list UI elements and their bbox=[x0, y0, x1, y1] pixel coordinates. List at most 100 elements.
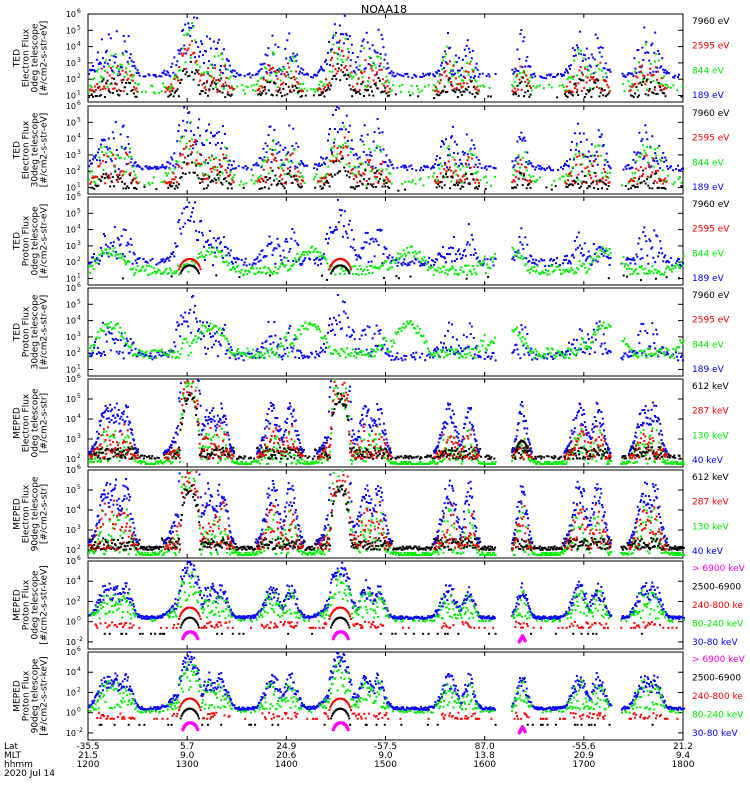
data-point bbox=[167, 95, 170, 98]
data-point bbox=[521, 139, 524, 142]
data-point bbox=[451, 75, 454, 78]
data-point bbox=[179, 227, 182, 230]
data-point bbox=[159, 350, 162, 353]
data-point bbox=[304, 356, 307, 359]
data-point bbox=[470, 80, 473, 83]
data-point bbox=[184, 311, 187, 314]
data-point bbox=[384, 185, 387, 188]
data-point bbox=[211, 79, 214, 82]
data-point bbox=[163, 86, 166, 88]
data-point bbox=[404, 180, 406, 183]
data-point bbox=[437, 94, 440, 97]
data-point bbox=[214, 156, 217, 159]
data-point bbox=[213, 246, 215, 249]
data-point bbox=[389, 71, 392, 74]
data-point bbox=[359, 180, 362, 183]
data-point bbox=[367, 261, 370, 263]
data-point bbox=[182, 119, 185, 122]
data-point bbox=[643, 149, 646, 152]
data-point bbox=[320, 65, 322, 68]
data-point bbox=[178, 356, 181, 359]
data-point bbox=[181, 323, 184, 326]
data-point bbox=[102, 173, 105, 176]
data-point bbox=[336, 70, 339, 73]
data-point bbox=[111, 328, 114, 331]
data-point bbox=[218, 242, 221, 245]
data-point bbox=[328, 40, 330, 43]
data-point bbox=[357, 90, 360, 93]
data-point bbox=[284, 335, 287, 338]
data-point bbox=[343, 272, 346, 275]
data-point bbox=[266, 271, 269, 274]
data-point bbox=[126, 153, 129, 156]
data-point bbox=[336, 172, 339, 175]
data-point bbox=[246, 347, 249, 350]
data-point bbox=[634, 176, 637, 179]
data-point bbox=[652, 165, 655, 168]
data-point bbox=[657, 177, 660, 180]
data-point bbox=[192, 260, 195, 263]
data-point bbox=[456, 250, 459, 253]
data-point bbox=[290, 237, 293, 240]
data-point bbox=[604, 62, 607, 65]
data-point bbox=[334, 68, 337, 71]
data-point bbox=[101, 87, 104, 90]
data-point bbox=[597, 255, 600, 258]
data-point bbox=[644, 152, 647, 155]
data-point bbox=[363, 178, 365, 181]
data-point bbox=[270, 347, 273, 350]
data-point bbox=[345, 174, 348, 177]
data-point bbox=[276, 152, 279, 155]
data-point bbox=[104, 182, 107, 185]
data-point bbox=[576, 155, 579, 158]
data-point bbox=[221, 58, 224, 61]
data-point bbox=[214, 67, 217, 70]
data-point bbox=[293, 257, 296, 260]
data-point bbox=[645, 154, 648, 157]
data-point bbox=[569, 149, 572, 151]
data-point bbox=[620, 357, 623, 359]
data-point bbox=[603, 163, 606, 166]
data-point bbox=[105, 146, 108, 149]
data-point bbox=[587, 150, 590, 153]
data-point bbox=[199, 256, 202, 259]
data-point bbox=[341, 61, 344, 63]
data-point bbox=[438, 94, 441, 97]
data-point bbox=[197, 336, 200, 339]
data-point bbox=[523, 70, 525, 72]
data-point bbox=[402, 164, 405, 167]
data-point bbox=[215, 132, 218, 135]
data-point bbox=[331, 70, 334, 73]
data-point bbox=[209, 230, 211, 232]
data-point bbox=[255, 357, 258, 360]
data-point bbox=[591, 88, 594, 90]
data-point bbox=[148, 357, 151, 360]
data-point bbox=[349, 74, 352, 77]
data-point bbox=[118, 350, 121, 353]
data-point bbox=[356, 255, 359, 258]
data-point bbox=[188, 147, 191, 150]
data-point bbox=[595, 180, 598, 183]
data-point bbox=[641, 64, 643, 67]
data-point bbox=[578, 132, 581, 135]
data-point bbox=[141, 266, 144, 269]
data-point bbox=[395, 257, 398, 259]
data-point bbox=[103, 330, 105, 333]
data-point bbox=[167, 353, 170, 356]
data-point bbox=[296, 81, 299, 83]
data-point bbox=[466, 241, 469, 244]
data-point bbox=[475, 171, 478, 174]
data-point bbox=[102, 76, 105, 79]
data-point bbox=[511, 68, 514, 71]
data-point bbox=[593, 258, 596, 261]
data-point bbox=[107, 174, 110, 177]
data-point bbox=[602, 144, 605, 146]
data-point bbox=[660, 65, 663, 68]
data-point bbox=[110, 82, 113, 85]
data-point bbox=[177, 221, 180, 224]
data-point bbox=[626, 275, 628, 278]
data-point bbox=[132, 341, 135, 344]
data-point bbox=[355, 154, 358, 157]
data-point bbox=[366, 325, 369, 328]
data-point bbox=[173, 187, 176, 190]
